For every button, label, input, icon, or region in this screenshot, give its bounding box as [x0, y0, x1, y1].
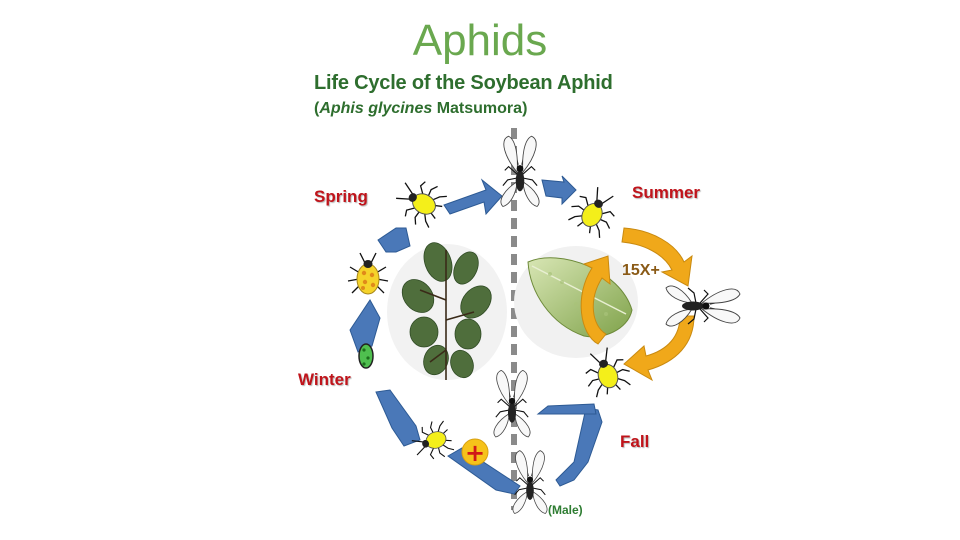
- orange-cycle-arrows: [580, 227, 695, 382]
- season-winter: Winter: [298, 370, 351, 389]
- arrow-winter-bottom: [375, 389, 421, 447]
- arrow-fall-right: [555, 407, 603, 487]
- scientific-genus-species: Aphis glycines: [319, 100, 433, 117]
- winged-aphid-icon: [512, 450, 548, 515]
- winged-aphid-icon: [500, 135, 540, 208]
- scientific-name: (Aphis glycines Matsumora): [314, 100, 528, 117]
- spring-aphid-icon: [347, 252, 389, 295]
- season-summer: Summer: [632, 183, 701, 202]
- summer-multiplier: 15X+: [622, 262, 660, 279]
- season-fall: Fall: [620, 432, 650, 451]
- season-spring: Spring: [314, 187, 368, 206]
- soybean-leaf-icon: [514, 246, 638, 358]
- diagram-title: Life Cycle of the Soybean Aphid: [314, 72, 613, 94]
- egg-icon: [358, 343, 374, 369]
- winged-aphid-icon: [665, 285, 741, 327]
- buckthorn-plant-icon: [387, 242, 507, 380]
- scientific-authority: Matsumora: [436, 100, 523, 117]
- arrow-to-summer: [541, 175, 577, 206]
- arrow-summer-bottom: [623, 315, 695, 382]
- arrow-spring-top: [443, 178, 503, 216]
- slide-title: Aphids: [412, 16, 548, 65]
- arrow-summer-inner: [580, 255, 611, 345]
- arrow-spring-left: [377, 227, 411, 253]
- plus-icon: +: [461, 438, 489, 467]
- arrow-fall-center: [536, 403, 597, 415]
- arrow-winter-left: [349, 299, 381, 353]
- wingless-aphid-icon: [388, 170, 451, 233]
- plus-symbol: +: [465, 439, 485, 467]
- blue-cycle-arrows: [349, 175, 603, 495]
- arrow-summer-top: [621, 227, 693, 287]
- male-label: (Male): [548, 503, 583, 517]
